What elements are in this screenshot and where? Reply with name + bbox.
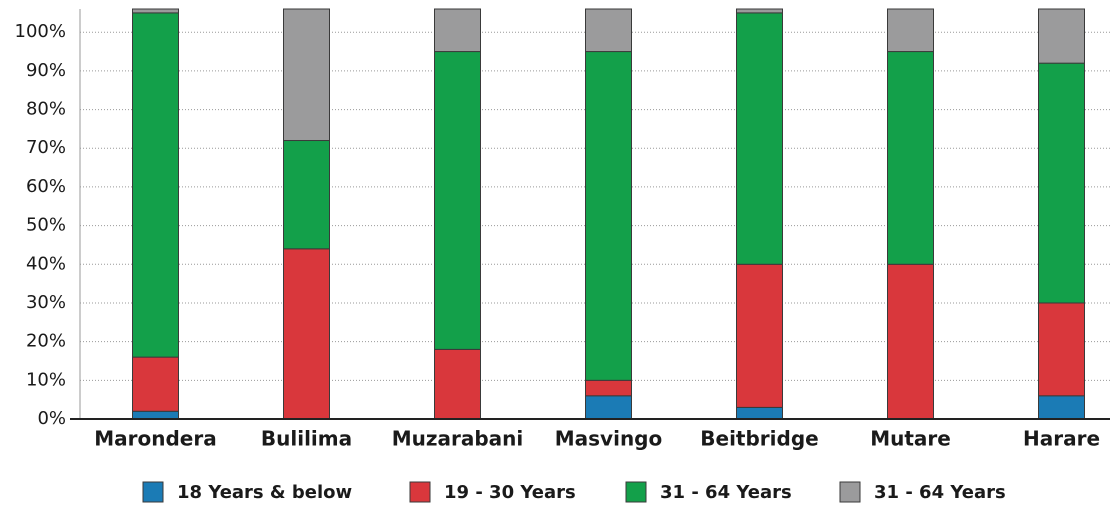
y-tick-label: 50% xyxy=(26,215,66,236)
bar-segment xyxy=(283,140,330,250)
y-tick-label: 10% xyxy=(26,369,66,390)
bar-segment xyxy=(1038,302,1085,397)
bar-segment xyxy=(585,8,632,53)
bar-segment xyxy=(434,8,481,53)
y-tick-label: 80% xyxy=(26,99,66,120)
bar-segment xyxy=(132,410,179,420)
x-tick-label: Masvingo xyxy=(555,427,663,451)
legend-label: 31 - 64 Years xyxy=(660,482,792,503)
bar-segment xyxy=(585,51,632,381)
bar-segment xyxy=(283,248,330,420)
x-tick-label: Beitbridge xyxy=(700,427,818,451)
legend-swatch xyxy=(839,481,861,503)
bar-segment xyxy=(736,12,783,265)
y-tick-label: 20% xyxy=(26,331,66,352)
x-tick-label: Marondera xyxy=(94,427,216,451)
bar-segment xyxy=(736,8,783,14)
x-tick-label: Mutare xyxy=(870,427,951,451)
legend-label: 31 - 64 Years xyxy=(874,482,1006,503)
bar-segment xyxy=(283,8,330,142)
y-tick-label: 30% xyxy=(26,292,66,313)
legend-label: 18 Years & below xyxy=(177,482,352,503)
bar-segment xyxy=(887,8,934,53)
x-tick-label: Muzarabani xyxy=(392,427,524,451)
bar-segment xyxy=(132,12,179,358)
y-tick-label: 70% xyxy=(26,137,66,158)
bar-segment xyxy=(736,406,783,420)
bar-segment xyxy=(132,356,179,412)
x-tick-label: Harare xyxy=(1023,427,1100,451)
bar-segment xyxy=(736,263,783,408)
bar-segment xyxy=(887,263,934,420)
bar-segment xyxy=(434,348,481,420)
bar-segment xyxy=(887,51,934,265)
bar-segment xyxy=(132,8,179,14)
legend-swatch xyxy=(409,481,431,503)
bar-segment xyxy=(1038,62,1085,304)
legend-swatch xyxy=(625,481,647,503)
bar-segment xyxy=(1038,395,1085,420)
bar-segment xyxy=(585,395,632,420)
legend-label: 19 - 30 Years xyxy=(444,482,576,503)
y-tick-label: 0% xyxy=(37,408,66,429)
y-tick-label: 40% xyxy=(26,253,66,274)
y-tick-label: 100% xyxy=(15,21,66,42)
y-tick-label: 60% xyxy=(26,176,66,197)
bar-segment xyxy=(434,51,481,350)
legend-swatch xyxy=(142,481,164,503)
y-tick-label: 90% xyxy=(26,60,66,81)
bar-segment xyxy=(585,379,632,397)
bar-segment xyxy=(1038,8,1085,64)
x-tick-label: Bulilima xyxy=(261,427,352,451)
